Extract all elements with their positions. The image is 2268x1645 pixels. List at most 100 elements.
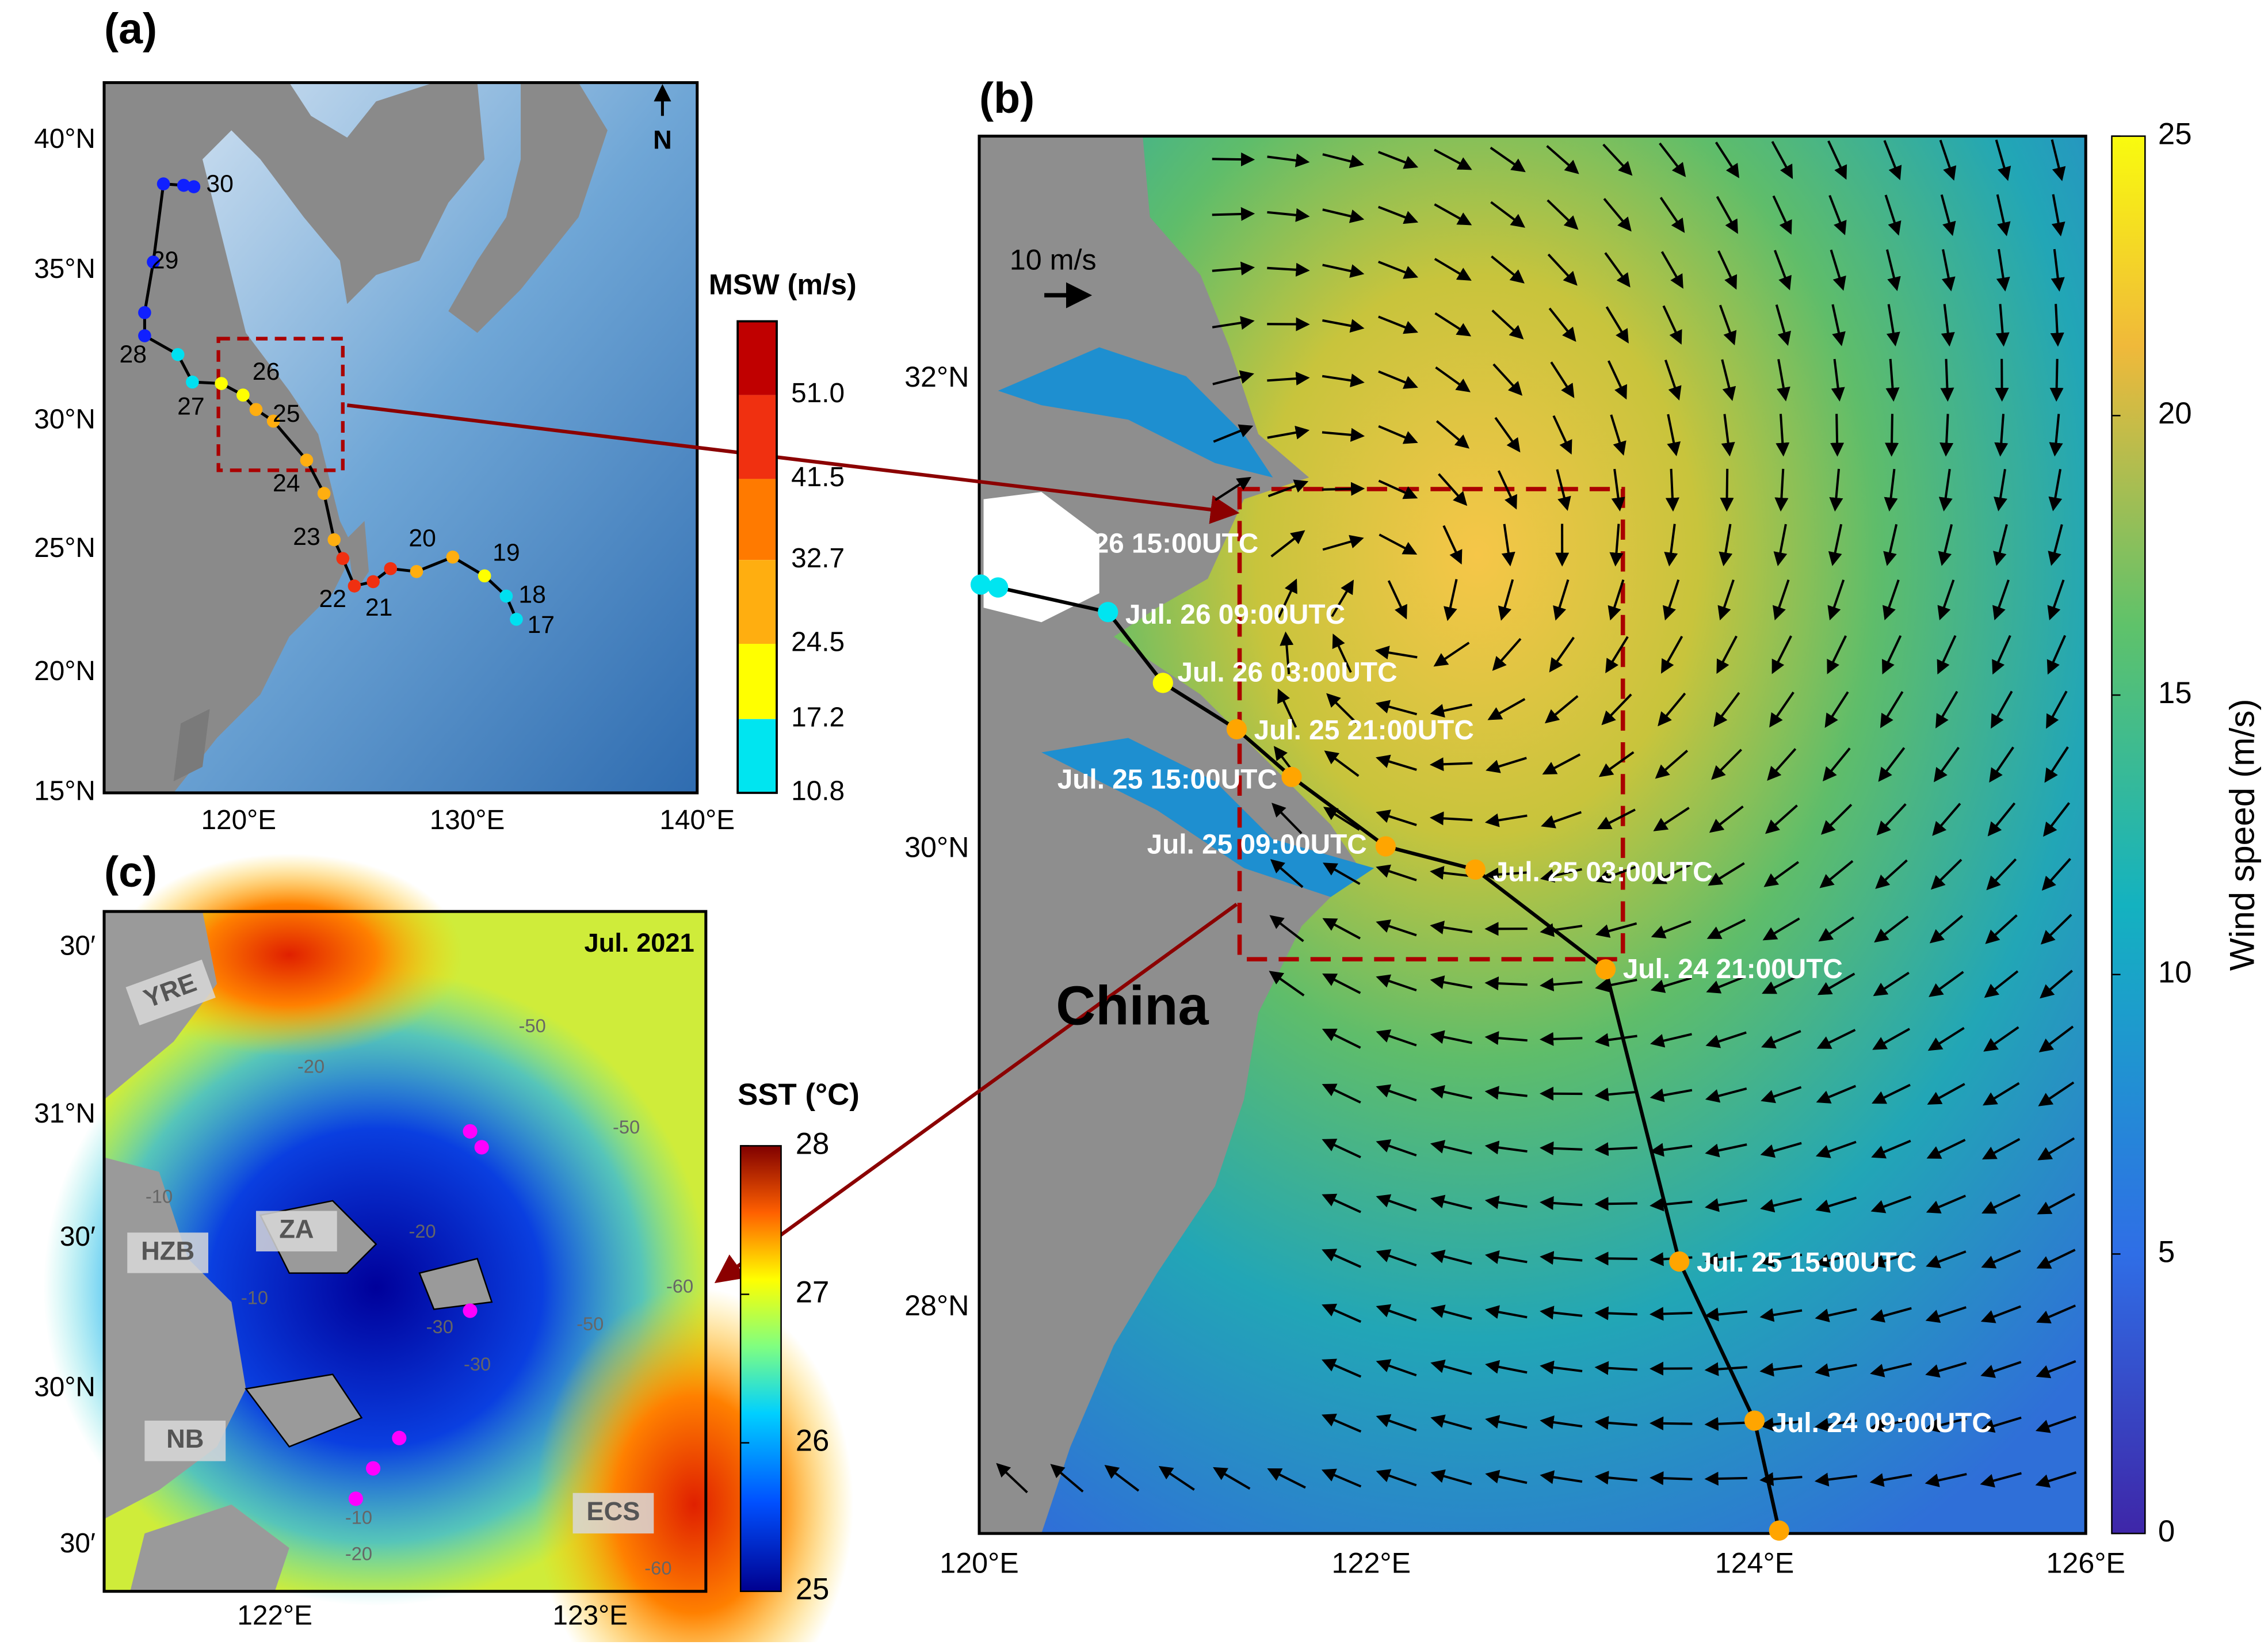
panel-label: (a) bbox=[104, 5, 157, 53]
colorbar-tick-label: 27 bbox=[796, 1275, 830, 1309]
contour-label: -30 bbox=[426, 1316, 453, 1337]
colorbar-label: 17.2 bbox=[791, 702, 845, 732]
track-point bbox=[1227, 719, 1247, 739]
wind-arrow bbox=[1946, 359, 1948, 399]
track-point bbox=[384, 562, 397, 575]
track-label: 23 bbox=[293, 523, 320, 551]
colorbar-a bbox=[738, 321, 777, 793]
lat-tick-label: 30′ bbox=[60, 1222, 96, 1252]
wind-arrow bbox=[1836, 414, 1837, 454]
track-point bbox=[138, 306, 151, 319]
scale-label: 10 m/s bbox=[1010, 243, 1097, 276]
wind-arrow bbox=[1597, 1203, 1637, 1204]
track-label: Jul. 25 21:00UTC bbox=[1254, 715, 1474, 746]
contour-label: -30 bbox=[464, 1353, 491, 1375]
colorbar-title: Wind speed (m/s) bbox=[2223, 699, 2262, 971]
lat-tick-label: 31°N bbox=[34, 1098, 96, 1129]
track-label: 26 bbox=[253, 358, 280, 386]
track-label: 20 bbox=[408, 524, 436, 552]
lat-tick-label: 32°N bbox=[904, 360, 969, 393]
colorbar-tick-label: 15 bbox=[2158, 676, 2192, 710]
track-point bbox=[1744, 1410, 1765, 1430]
track-label: 17 bbox=[527, 611, 555, 639]
lat-tick-label: 30°N bbox=[904, 830, 969, 863]
track-label: Jul. 26 09:00UTC bbox=[1125, 600, 1345, 630]
colorbar-tick-label: 10 bbox=[2158, 956, 2192, 990]
track-label: 19 bbox=[492, 539, 520, 566]
track-point bbox=[327, 533, 341, 547]
track-point bbox=[157, 177, 170, 190]
wind-arrow bbox=[2056, 359, 2057, 399]
track-point bbox=[215, 377, 228, 390]
track-point bbox=[171, 348, 185, 361]
wind-arrow bbox=[1212, 213, 1253, 215]
contour-label: -50 bbox=[613, 1116, 640, 1138]
colorbar-label: 41.5 bbox=[791, 462, 845, 493]
track-point bbox=[177, 179, 190, 192]
track-point bbox=[1669, 1251, 1689, 1272]
north-label: N bbox=[653, 125, 672, 155]
lat-tick-label: 30°N bbox=[34, 1372, 96, 1402]
track-point bbox=[1595, 959, 1616, 979]
contour-label: -50 bbox=[519, 1015, 546, 1036]
colorbar-title: SST (°C) bbox=[738, 1078, 860, 1112]
land-label: China bbox=[1056, 975, 1209, 1036]
region-label: ECS bbox=[586, 1497, 640, 1526]
colorbar-tick-label: 25 bbox=[2158, 117, 2192, 151]
contour-label: -10 bbox=[146, 1186, 173, 1207]
lon-tick-label: 123°E bbox=[552, 1601, 628, 1631]
track-label: 25 bbox=[273, 400, 300, 428]
contour-label: -60 bbox=[666, 1275, 693, 1296]
track-point bbox=[186, 376, 199, 389]
track-label: 18 bbox=[518, 581, 546, 608]
colorbar-tick-label: 25 bbox=[796, 1573, 830, 1606]
wind-arrow bbox=[1322, 488, 1362, 490]
contour-label: -60 bbox=[644, 1558, 671, 1579]
contour-label: -20 bbox=[297, 1055, 324, 1077]
colorbar-tick-label: 26 bbox=[796, 1424, 830, 1458]
wind-arrow bbox=[1652, 1313, 1692, 1314]
track-point bbox=[1465, 860, 1486, 880]
track-label: Jul. 25 03:00UTC bbox=[1492, 857, 1712, 887]
track-point bbox=[971, 574, 991, 594]
contour-label: -20 bbox=[345, 1543, 372, 1564]
contour-label: -10 bbox=[345, 1507, 372, 1528]
colorbar-tick-label: 0 bbox=[2158, 1514, 2175, 1548]
track-point bbox=[300, 453, 314, 467]
wind-arrow bbox=[1542, 1038, 1582, 1039]
lat-tick-label: 15°N bbox=[34, 776, 96, 807]
track-point bbox=[500, 590, 513, 603]
wind-arrow bbox=[1542, 1148, 1582, 1150]
track-point bbox=[1769, 1521, 1789, 1541]
lat-tick-label: 30′ bbox=[60, 931, 96, 961]
track-point bbox=[410, 565, 423, 578]
track-label: 30 bbox=[206, 170, 234, 197]
colorbar-tick-label: 28 bbox=[796, 1127, 830, 1161]
track-point bbox=[250, 403, 263, 416]
track-label: Jul. 25 15:00UTC bbox=[1697, 1247, 1916, 1278]
lon-tick-label: 122°E bbox=[237, 1601, 312, 1631]
track-label: 27 bbox=[177, 393, 205, 421]
wind-arrow bbox=[1707, 1478, 1747, 1479]
colorbar-label: 10.8 bbox=[791, 776, 845, 807]
track-point bbox=[1098, 602, 1118, 622]
lon-tick-label: 120°E bbox=[201, 805, 277, 835]
track-point bbox=[348, 579, 361, 593]
wind-arrow bbox=[1597, 1313, 1637, 1315]
region-label: ZA bbox=[279, 1215, 314, 1244]
wind-arrow bbox=[1597, 1258, 1637, 1259]
lat-tick-label: 30′ bbox=[60, 1528, 96, 1559]
lat-tick-label: 28°N bbox=[904, 1289, 969, 1322]
panel-label: (b) bbox=[979, 74, 1034, 122]
track-point bbox=[510, 613, 523, 626]
track-point bbox=[1376, 836, 1396, 856]
colorbar-label: 51.0 bbox=[791, 378, 845, 409]
track-label: 21 bbox=[365, 594, 393, 621]
lat-tick-label: 40°N bbox=[34, 124, 96, 154]
track-point bbox=[318, 487, 331, 500]
wind-arrow bbox=[1652, 1423, 1692, 1424]
track-point bbox=[337, 552, 350, 565]
track-label: Jul. 25 09:00UTC bbox=[1147, 830, 1367, 860]
track-label: Jul. 26 15:00UTC bbox=[1038, 529, 1258, 559]
